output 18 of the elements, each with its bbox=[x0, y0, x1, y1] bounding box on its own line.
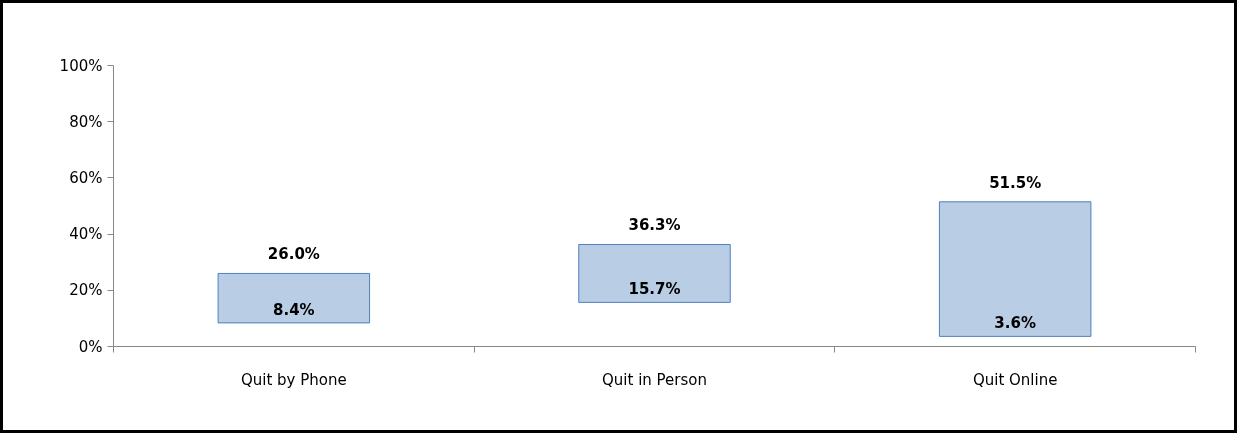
y-tick-label: 60% bbox=[69, 168, 103, 187]
x-tick-label: Quit by Phone bbox=[240, 370, 347, 389]
data-label: 36.3% bbox=[628, 216, 681, 235]
annotation: 8.4% bbox=[273, 300, 315, 319]
y-tick-label: 80% bbox=[69, 112, 103, 131]
y-tick-label: 40% bbox=[69, 225, 103, 244]
data-label: 26.0% bbox=[267, 245, 320, 264]
y-tick-label: 0% bbox=[78, 337, 103, 356]
bar bbox=[938, 201, 1092, 337]
bar bbox=[578, 244, 731, 303]
data-label: 51.5% bbox=[989, 173, 1042, 192]
y-tick-label: 100% bbox=[59, 56, 103, 75]
annotation: 3.6% bbox=[994, 314, 1036, 333]
x-tick-label: Quit in Person bbox=[602, 370, 707, 389]
bar bbox=[217, 272, 371, 324]
annotation: 15.7% bbox=[628, 280, 681, 299]
x-tick-label: Quit Online bbox=[972, 370, 1058, 389]
y-tick-label: 20% bbox=[69, 281, 103, 300]
